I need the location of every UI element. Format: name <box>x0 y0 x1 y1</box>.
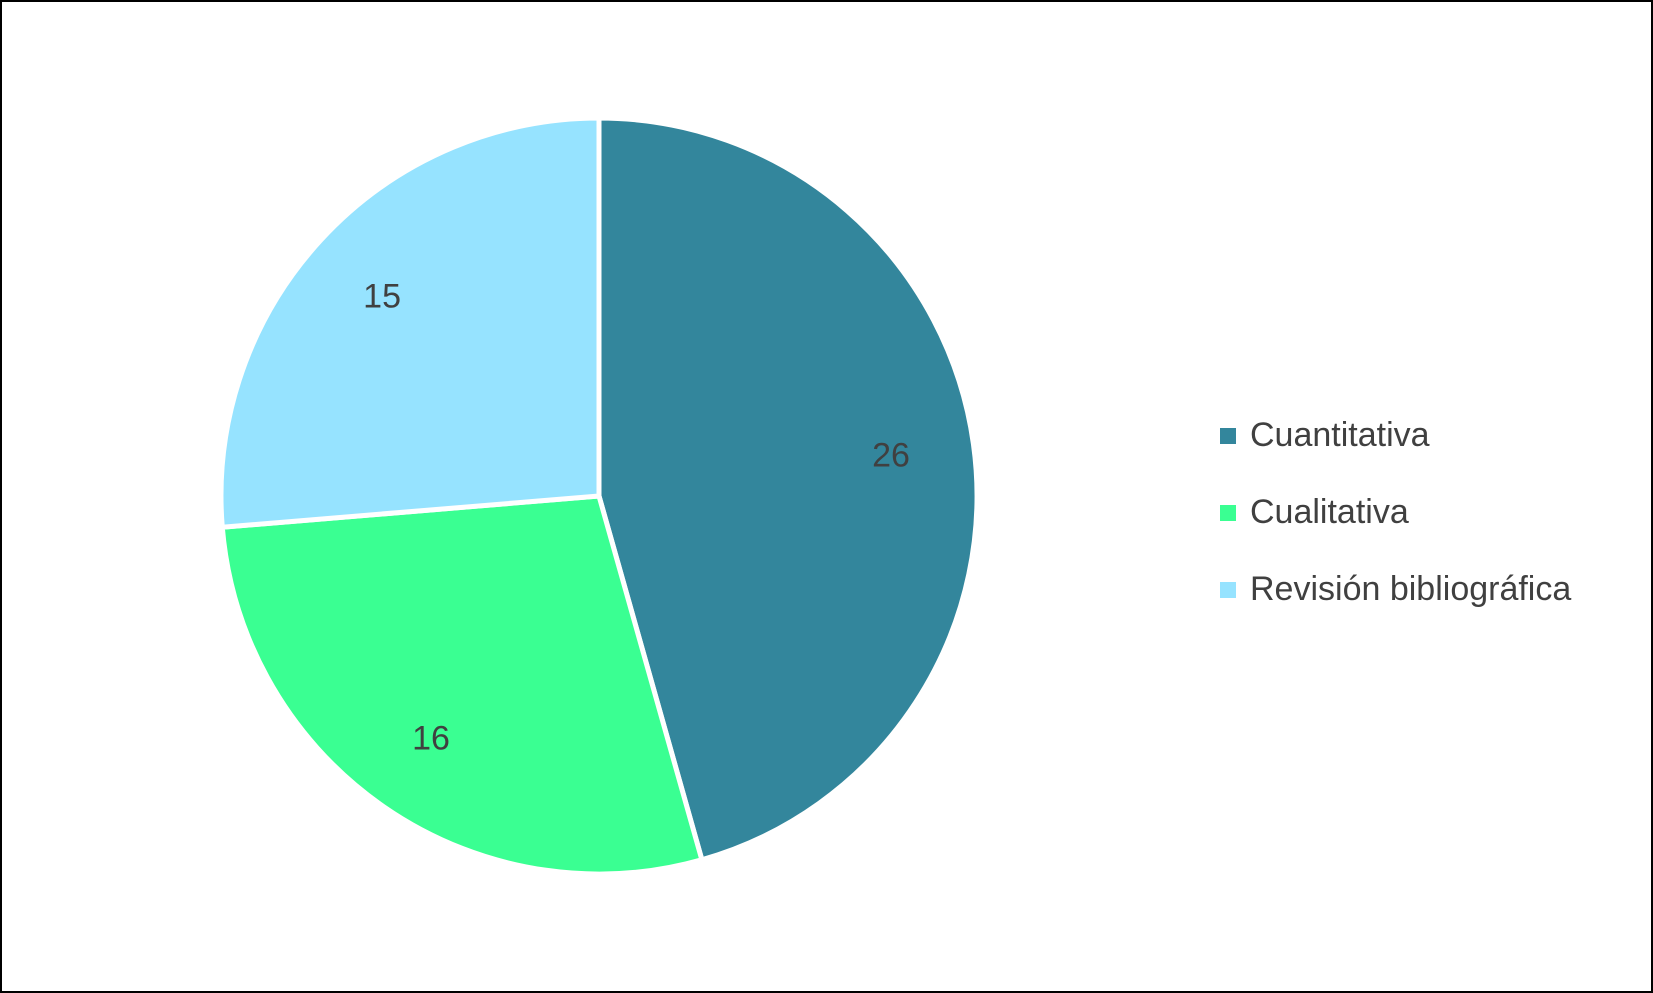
pie-data-labels: 26 16 15 <box>363 277 910 757</box>
legend-swatch-revision-bibliografica <box>1220 581 1236 598</box>
pie-slice-cuantitativa <box>596 115 980 863</box>
pie-slice-revision-bibliografica <box>218 115 602 530</box>
legend-label-cuantitativa: Cuantitativa <box>1250 416 1430 454</box>
legend-swatch-cualitativa <box>1220 504 1236 521</box>
legend-item-revision-bibliografica: Revisión bibliográfica <box>1220 551 1571 628</box>
legend: Cuantitativa Cualitativa Revisión biblio… <box>1220 397 1571 628</box>
legend-item-cualitativa: Cualitativa <box>1220 474 1571 551</box>
legend-swatch-cuantitativa <box>1220 427 1236 444</box>
legend-label-cualitativa: Cualitativa <box>1250 493 1409 531</box>
legend-label-revision-bibliografica: Revisión bibliográfica <box>1250 570 1572 608</box>
pie-slices <box>218 115 980 877</box>
legend-item-cuantitativa: Cuantitativa <box>1220 397 1571 474</box>
data-label-revision-bibliografica: 15 <box>363 277 401 315</box>
data-label-cuantitativa: 26 <box>872 437 910 475</box>
data-label-cualitativa: 16 <box>412 719 450 757</box>
pie-slice-cualitativa <box>219 493 705 877</box>
